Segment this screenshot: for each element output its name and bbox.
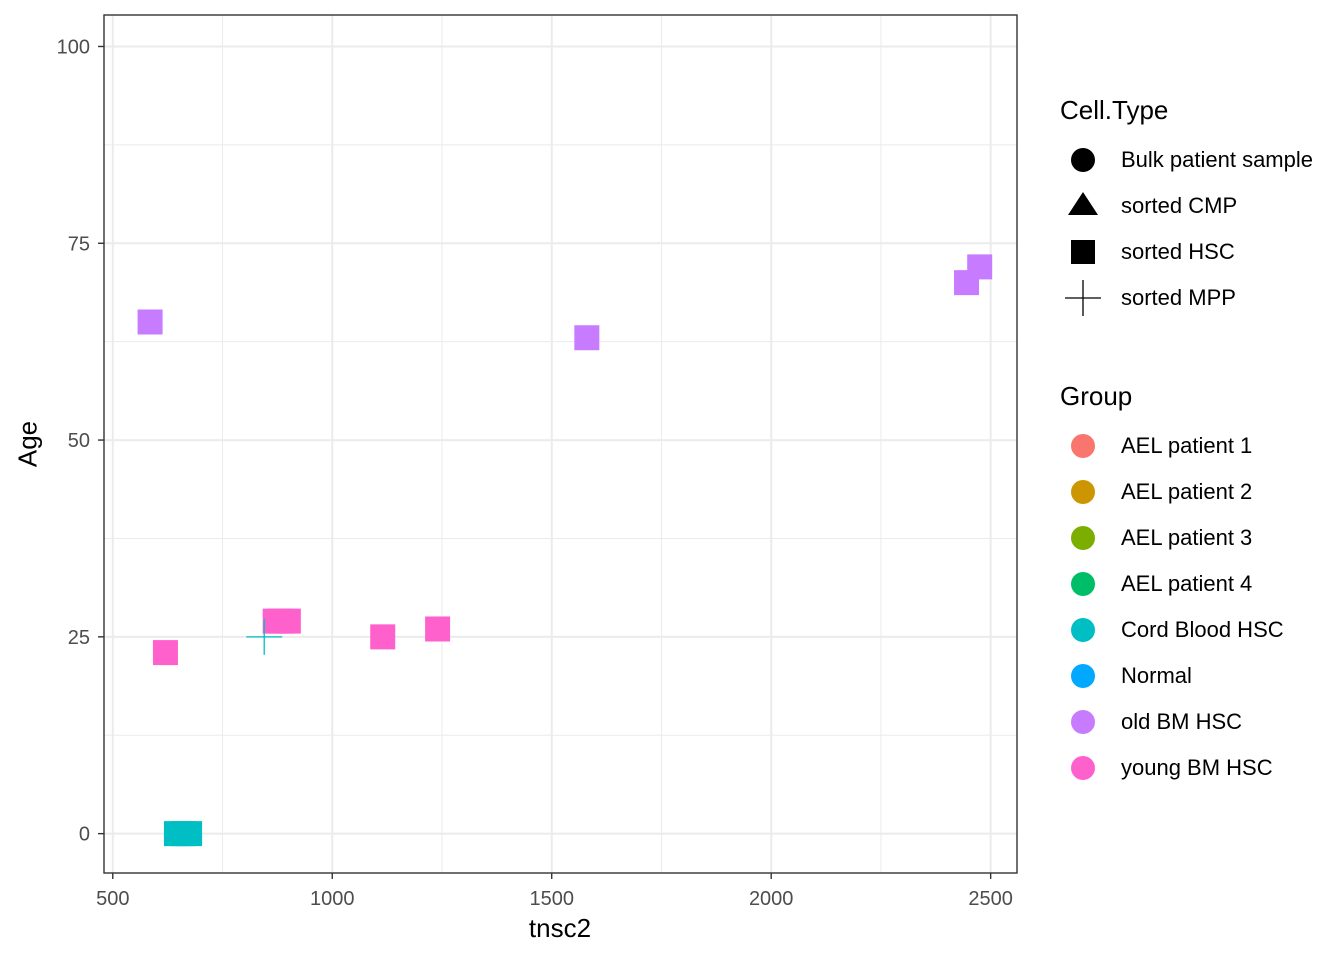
data-point-plus xyxy=(246,618,283,655)
data-points xyxy=(137,254,993,847)
legend-group: Group AEL patient 1 AEL patient 2 AEL pati… xyxy=(1060,381,1284,780)
legend-key xyxy=(1060,745,1106,791)
circle-legend-key-icon xyxy=(1071,618,1095,642)
key-circle xyxy=(1071,710,1095,734)
legend-key xyxy=(1060,183,1106,229)
legend-label: Cord Blood HSC xyxy=(1121,617,1284,642)
circle-legend-key-icon xyxy=(1071,710,1095,734)
key-circle xyxy=(1071,480,1095,504)
legend-label: AEL patient 3 xyxy=(1121,525,1253,550)
grid-lines xyxy=(104,15,1017,873)
legend-entry: Normal xyxy=(1060,653,1192,699)
y-tick-label: 100 xyxy=(57,36,90,58)
circle-legend-key-icon xyxy=(1071,664,1095,688)
legend-entry: AEL patient 2 xyxy=(1060,469,1252,515)
y-tick-label: 50 xyxy=(68,430,90,452)
legend-entry: old BM HSC xyxy=(1060,699,1242,745)
legend-entry: Cord Blood HSC xyxy=(1060,607,1284,653)
data-point-square xyxy=(152,640,178,666)
legend-label: old BM HSC xyxy=(1121,709,1243,734)
key-circle xyxy=(1071,526,1095,550)
key-circle xyxy=(1071,148,1095,172)
legend-key xyxy=(1060,699,1106,745)
legend-cell-type: Cell.Type Bulk patient sample sorted CMP s… xyxy=(1060,95,1313,316)
legend-entry: AEL patient 3 xyxy=(1060,515,1252,561)
legend-label: sorted MPP xyxy=(1121,285,1236,310)
legend-label: AEL patient 2 xyxy=(1121,479,1253,504)
legend-title: Group xyxy=(1060,381,1133,411)
circle-legend-key-icon xyxy=(1071,526,1095,550)
y-tick-label: 0 xyxy=(79,824,90,846)
x-tick-label: 1000 xyxy=(310,888,355,910)
plot-panel-border xyxy=(103,14,1018,874)
square-legend-key-icon xyxy=(1071,240,1095,264)
legend-entry: AEL patient 1 xyxy=(1060,423,1252,469)
legend-key xyxy=(1060,469,1106,515)
x-axis-title: tnsc2 xyxy=(528,913,592,943)
legend-key xyxy=(1060,423,1106,469)
legend-label: Bulk patient sample xyxy=(1121,147,1313,172)
legend-label: AEL patient 1 xyxy=(1121,433,1253,458)
circle-legend-key-icon xyxy=(1071,480,1095,504)
data-point-square xyxy=(967,254,993,280)
key-circle xyxy=(1071,572,1095,596)
legend-title: Cell.Type xyxy=(1060,95,1169,125)
legend-key xyxy=(1060,653,1106,699)
y-tick-label: 25 xyxy=(68,627,90,649)
legend-label: AEL patient 4 xyxy=(1121,571,1253,596)
key-triangle xyxy=(1068,192,1098,215)
key-circle xyxy=(1071,756,1095,780)
data-point-square xyxy=(275,608,301,634)
data-point-square xyxy=(137,309,163,335)
triangle-legend-key-icon xyxy=(1068,192,1098,215)
x-tick-label: 2500 xyxy=(968,888,1013,910)
circle-legend-key-icon xyxy=(1071,148,1095,172)
circle-legend-key-icon xyxy=(1071,756,1095,780)
legend-label: sorted CMP xyxy=(1121,193,1238,218)
legend-key xyxy=(1060,607,1106,653)
legend-key xyxy=(1060,137,1106,183)
legend-key xyxy=(1060,515,1106,561)
key-square xyxy=(1071,240,1095,264)
legend-label: young BM HSC xyxy=(1121,755,1273,780)
plus-legend-key-icon xyxy=(1065,280,1101,316)
data-point-square xyxy=(370,624,396,650)
legend-entry: sorted HSC xyxy=(1060,229,1235,275)
legend-label: sorted HSC xyxy=(1121,239,1235,264)
data-point-square xyxy=(177,821,203,847)
legend-entry: young BM HSC xyxy=(1060,745,1273,791)
circle-legend-key-icon xyxy=(1071,434,1095,458)
x-tick-label: 500 xyxy=(96,888,129,910)
legend-key xyxy=(1060,561,1106,607)
x-tick-label: 2000 xyxy=(749,888,794,910)
x-tick-label: 1500 xyxy=(529,888,574,910)
y-tick-label: 75 xyxy=(68,233,90,255)
data-point-square xyxy=(574,325,600,351)
legend-entry: sorted MPP xyxy=(1060,275,1236,321)
legend-entry: AEL patient 4 xyxy=(1060,561,1252,607)
legend-label: Normal xyxy=(1121,663,1192,688)
key-circle xyxy=(1071,664,1095,688)
legend-key xyxy=(1060,275,1106,321)
y-axis-title: Age xyxy=(12,420,43,468)
key-circle xyxy=(1071,434,1095,458)
legend-key xyxy=(1060,229,1106,275)
circle-legend-key-icon xyxy=(1071,572,1095,596)
legend-entry: Bulk patient sample xyxy=(1060,137,1313,183)
axis-ticks: 500 1000 1500 2000 2500 0 25 50 75 100 xyxy=(57,36,1013,910)
legend-entry: sorted CMP xyxy=(1060,183,1237,229)
data-point-square xyxy=(425,616,451,642)
key-circle xyxy=(1071,618,1095,642)
